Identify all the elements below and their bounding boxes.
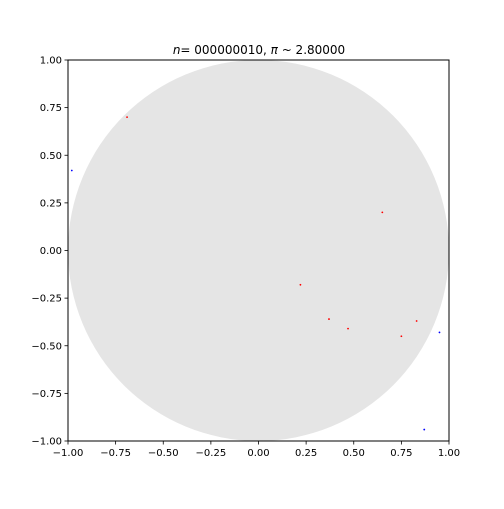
x-tick-label-1: −0.75 xyxy=(100,448,131,459)
y-tick-label-1: −0.75 xyxy=(31,389,62,400)
x-tick-label-0: −1.00 xyxy=(53,448,84,459)
point-inside-4 xyxy=(347,327,349,330)
point-inside-1 xyxy=(381,211,384,214)
x-tick-label-8: 1.00 xyxy=(438,448,460,459)
y-tick-label-6: 0.50 xyxy=(40,151,62,162)
y-tick-label-2: −0.50 xyxy=(31,341,62,352)
x-tick-label-5: 0.25 xyxy=(295,448,317,459)
plot-area xyxy=(67,59,450,442)
y-tick-label-5: 0.25 xyxy=(40,198,62,209)
x-tick-label-2: −0.50 xyxy=(148,448,179,459)
title-pi-symbol: π xyxy=(271,43,279,57)
axis-ticks: −1.00 −0.75 −0.50 −0.25 0.00 0.25 0.50 0.75 1.00… xyxy=(31,56,460,460)
x-tick-label-4: 0.00 xyxy=(247,448,269,459)
y-tick-label-7: 0.75 xyxy=(40,103,62,114)
point-inside-3 xyxy=(328,318,330,320)
y-tick-label-4: 0.00 xyxy=(40,246,62,257)
point-inside-2 xyxy=(299,283,302,286)
point-outside-0 xyxy=(70,169,73,172)
title-n-value: = 000000010, xyxy=(180,43,270,57)
y-tick-label-0: −1.00 xyxy=(31,437,62,448)
point-outside-2 xyxy=(423,428,426,431)
chart-title: n= 000000010, π ~ 2.80000 xyxy=(173,43,345,57)
y-tick-label-8: 1.00 xyxy=(40,56,62,67)
y-tick-label-3: −0.25 xyxy=(31,294,62,305)
point-outside-1 xyxy=(438,331,441,334)
title-pi-value: ~ 2.80000 xyxy=(278,43,345,57)
title-n-symbol: n xyxy=(173,43,181,57)
unit-circle xyxy=(68,60,449,441)
point-inside-6 xyxy=(415,320,418,322)
x-tick-label-6: 0.50 xyxy=(343,448,365,459)
point-inside-0 xyxy=(126,116,128,119)
x-tick-label-3: −0.25 xyxy=(196,448,227,459)
x-tick-label-7: 0.75 xyxy=(390,448,412,459)
point-inside-5 xyxy=(400,335,403,338)
